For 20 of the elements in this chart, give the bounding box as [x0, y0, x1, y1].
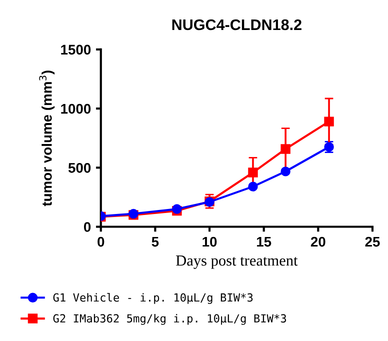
legend-label: G2 IMab362 5mg/kg i.p. 10μL/g BIW*3: [53, 314, 286, 325]
x-tick-label: 0: [98, 236, 104, 247]
x-tick-label: 20: [310, 236, 326, 247]
point: [248, 182, 258, 192]
x-tick-label: 5: [152, 236, 159, 247]
x-tick-label: 25: [365, 236, 380, 247]
y-tick-label: 500: [68, 162, 91, 173]
point: [280, 144, 290, 154]
legend-label: G1 Vehicle - i.p. 10μL/g BIW*3: [53, 293, 253, 304]
y-axis-title: tumor volume (mm$^{3}$): [39, 70, 55, 206]
y-tick-label: 1500: [61, 44, 91, 55]
x-tick-label: 15: [256, 236, 272, 247]
y-tick-label: 0: [84, 222, 91, 232]
point: [280, 166, 290, 176]
y-tick-label: 1000: [61, 104, 91, 114]
x-tick-label: 10: [202, 236, 217, 247]
point: [248, 168, 258, 178]
x-axis-title: Days post treatment: [176, 256, 298, 269]
chart-title: NUGC4-CLDN18.2: [172, 19, 302, 30]
point: [324, 116, 334, 126]
